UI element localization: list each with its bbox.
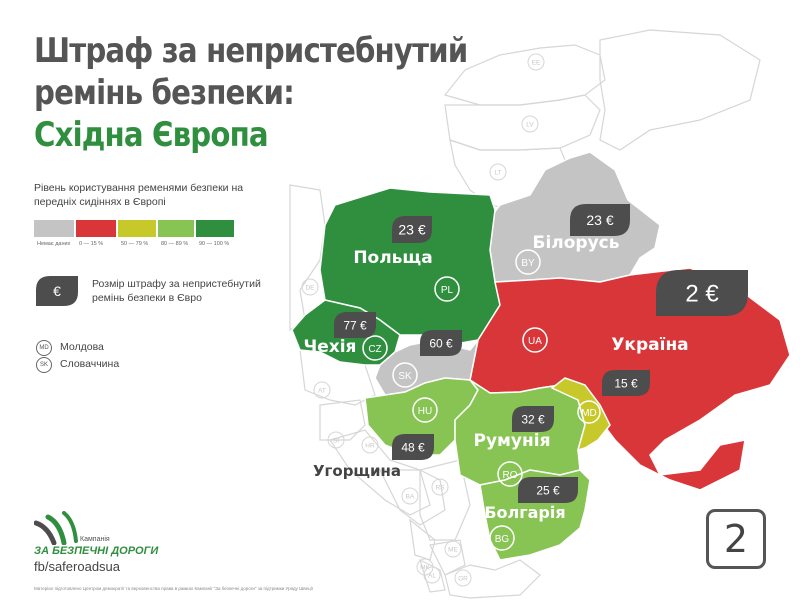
neighbor-code-at: AT bbox=[313, 381, 331, 399]
svg-text:HU: HU bbox=[418, 406, 432, 417]
svg-text:BA: BA bbox=[406, 494, 415, 501]
svg-text:GR: GR bbox=[458, 576, 468, 583]
title-line-3: Східна Європа bbox=[34, 115, 269, 155]
fine-tag-md: 15 € bbox=[602, 370, 650, 396]
country-shape-moldova bbox=[550, 377, 611, 452]
svg-text:MD: MD bbox=[581, 408, 597, 419]
svg-text:32 €: 32 € bbox=[521, 412, 545, 426]
legend-swatch-2 bbox=[118, 220, 156, 237]
svg-text:RO: RO bbox=[503, 470, 518, 481]
svg-text:60 €: 60 € bbox=[429, 336, 453, 350]
svg-text:BY: BY bbox=[521, 258, 535, 269]
abbr-name-moldova: Молдова bbox=[60, 341, 104, 353]
svg-text:23 €: 23 € bbox=[398, 222, 425, 238]
fine-tag-ua: 2 € bbox=[656, 270, 748, 316]
legend-swatch-label-0: Немає даних bbox=[37, 241, 71, 247]
svg-text:23 €: 23 € bbox=[586, 212, 613, 228]
legend-swatch-label-2: 50 — 79 % bbox=[121, 241, 149, 247]
legend-swatch-1 bbox=[76, 220, 116, 237]
svg-text:DE: DE bbox=[305, 285, 315, 292]
country-code-hu: HU bbox=[412, 397, 438, 423]
svg-text:25 €: 25 € bbox=[536, 483, 560, 497]
fine-symbol-text: € bbox=[53, 283, 61, 299]
legend-swatch-label-1: 0 — 15 % bbox=[79, 241, 104, 247]
svg-text:HR: HR bbox=[365, 443, 375, 450]
neighbor-code-al: AL bbox=[423, 566, 441, 584]
country-code-cz: CZ bbox=[362, 335, 388, 361]
country-name-pl: Польща bbox=[353, 248, 432, 268]
legend-swatch-label-4: 90 — 100 % bbox=[199, 241, 230, 247]
title-line-2: ремінь безпеки: bbox=[34, 73, 295, 113]
fine-tag-pl: 23 € bbox=[392, 216, 432, 243]
svg-text:15 €: 15 € bbox=[614, 376, 638, 390]
fine-tag-cz: 77 € bbox=[334, 312, 376, 338]
neighbor-code-rs: RS bbox=[431, 478, 449, 496]
legend-swatch-3 bbox=[158, 220, 194, 237]
neighbor-code-si: SI bbox=[327, 431, 345, 449]
svg-text:ME: ME bbox=[448, 547, 458, 554]
neighbor-code-ee: EE bbox=[527, 53, 545, 71]
svg-text:EE: EE bbox=[532, 60, 541, 67]
country-name-hu: Угорщина bbox=[313, 462, 401, 480]
country-name-ua: Україна bbox=[611, 335, 688, 355]
country-code-md: MD bbox=[577, 400, 601, 424]
svg-text:2 €: 2 € bbox=[685, 281, 719, 308]
abbr-name-slovakia: Словаччина bbox=[60, 358, 120, 370]
country-code-by: BY bbox=[515, 249, 541, 275]
country-code-sk: SK bbox=[392, 362, 418, 388]
svg-text:AL: AL bbox=[428, 573, 436, 580]
svg-text:SK: SK bbox=[398, 371, 412, 382]
neighbor-code-hr: HR bbox=[361, 436, 379, 454]
svg-text:MK: MK bbox=[420, 565, 430, 572]
neighbor-code-de: DE bbox=[301, 278, 319, 296]
legend-swatch-0 bbox=[34, 220, 74, 237]
logo-name: ЗА БЕЗПЕЧНІ ДОРОГИ bbox=[34, 545, 159, 557]
abbr-code-slovakia: SK bbox=[36, 357, 52, 373]
country-code-ua: UA bbox=[522, 327, 548, 353]
svg-text:BG: BG bbox=[495, 534, 510, 545]
page-number: 2 bbox=[706, 509, 766, 569]
fine-legend-text: Розмір штрафу за непристебнутий ремінь б… bbox=[92, 278, 261, 304]
svg-text:48 €: 48 € bbox=[401, 440, 425, 454]
fine-tag-hu: 48 € bbox=[392, 434, 434, 460]
svg-text:SI: SI bbox=[333, 438, 339, 445]
fine-tag-ro: 32 € bbox=[512, 406, 554, 432]
country-name-bg: Болгарія bbox=[484, 503, 565, 522]
legend-title: Рівень користування ременями безпеки на … bbox=[34, 182, 244, 208]
svg-text:77 €: 77 € bbox=[343, 318, 367, 332]
fine-symbol-icon: € bbox=[36, 276, 78, 306]
country-name-by: Білорусь bbox=[533, 233, 620, 253]
country-code-ro: RO bbox=[497, 461, 523, 487]
fine-tag-bg: 25 € bbox=[518, 477, 578, 503]
svg-text:UA: UA bbox=[528, 336, 542, 347]
country-name-ro: Румунія bbox=[473, 431, 550, 451]
facebook-link[interactable]: fb/saferoadsua bbox=[34, 559, 121, 574]
country-code-bg: BG bbox=[489, 525, 515, 551]
svg-text:AT: AT bbox=[318, 388, 326, 395]
neighbor-code-ba: BA bbox=[401, 487, 419, 505]
country-name-cz: Чехія bbox=[304, 337, 357, 357]
footer-note: Матеріал підготовлено Центром демократії… bbox=[34, 586, 313, 591]
legend-swatch-label-3: 80 — 89 % bbox=[161, 241, 189, 247]
neighbor-code-lv: LV bbox=[521, 115, 539, 133]
svg-text:LT: LT bbox=[494, 170, 501, 177]
svg-text:LV: LV bbox=[526, 122, 534, 129]
neighbor-code-lt: LT bbox=[489, 163, 507, 181]
svg-text:CZ: CZ bbox=[368, 344, 381, 355]
neighbor-code-gr: GR bbox=[454, 569, 472, 587]
legend-swatch-4 bbox=[196, 220, 234, 237]
road-logo-icon bbox=[34, 511, 78, 545]
title-line-1: Штраф за непристебнутий bbox=[34, 31, 468, 71]
abbr-code-moldova: MD bbox=[36, 340, 52, 356]
fine-tag-by: 23 € bbox=[570, 204, 630, 236]
country-code-pl: PL bbox=[434, 276, 460, 302]
svg-text:RS: RS bbox=[435, 485, 445, 492]
logo-small-text: Кампанія bbox=[80, 536, 110, 543]
svg-text:PL: PL bbox=[441, 285, 454, 296]
neighbor-code-me: ME bbox=[444, 540, 462, 558]
country-annotations: Польща PL 23 € Білорусь BY 23 € Україна UA 2 € Че… bbox=[304, 204, 748, 551]
fine-tag-sk: 60 € bbox=[420, 330, 462, 356]
